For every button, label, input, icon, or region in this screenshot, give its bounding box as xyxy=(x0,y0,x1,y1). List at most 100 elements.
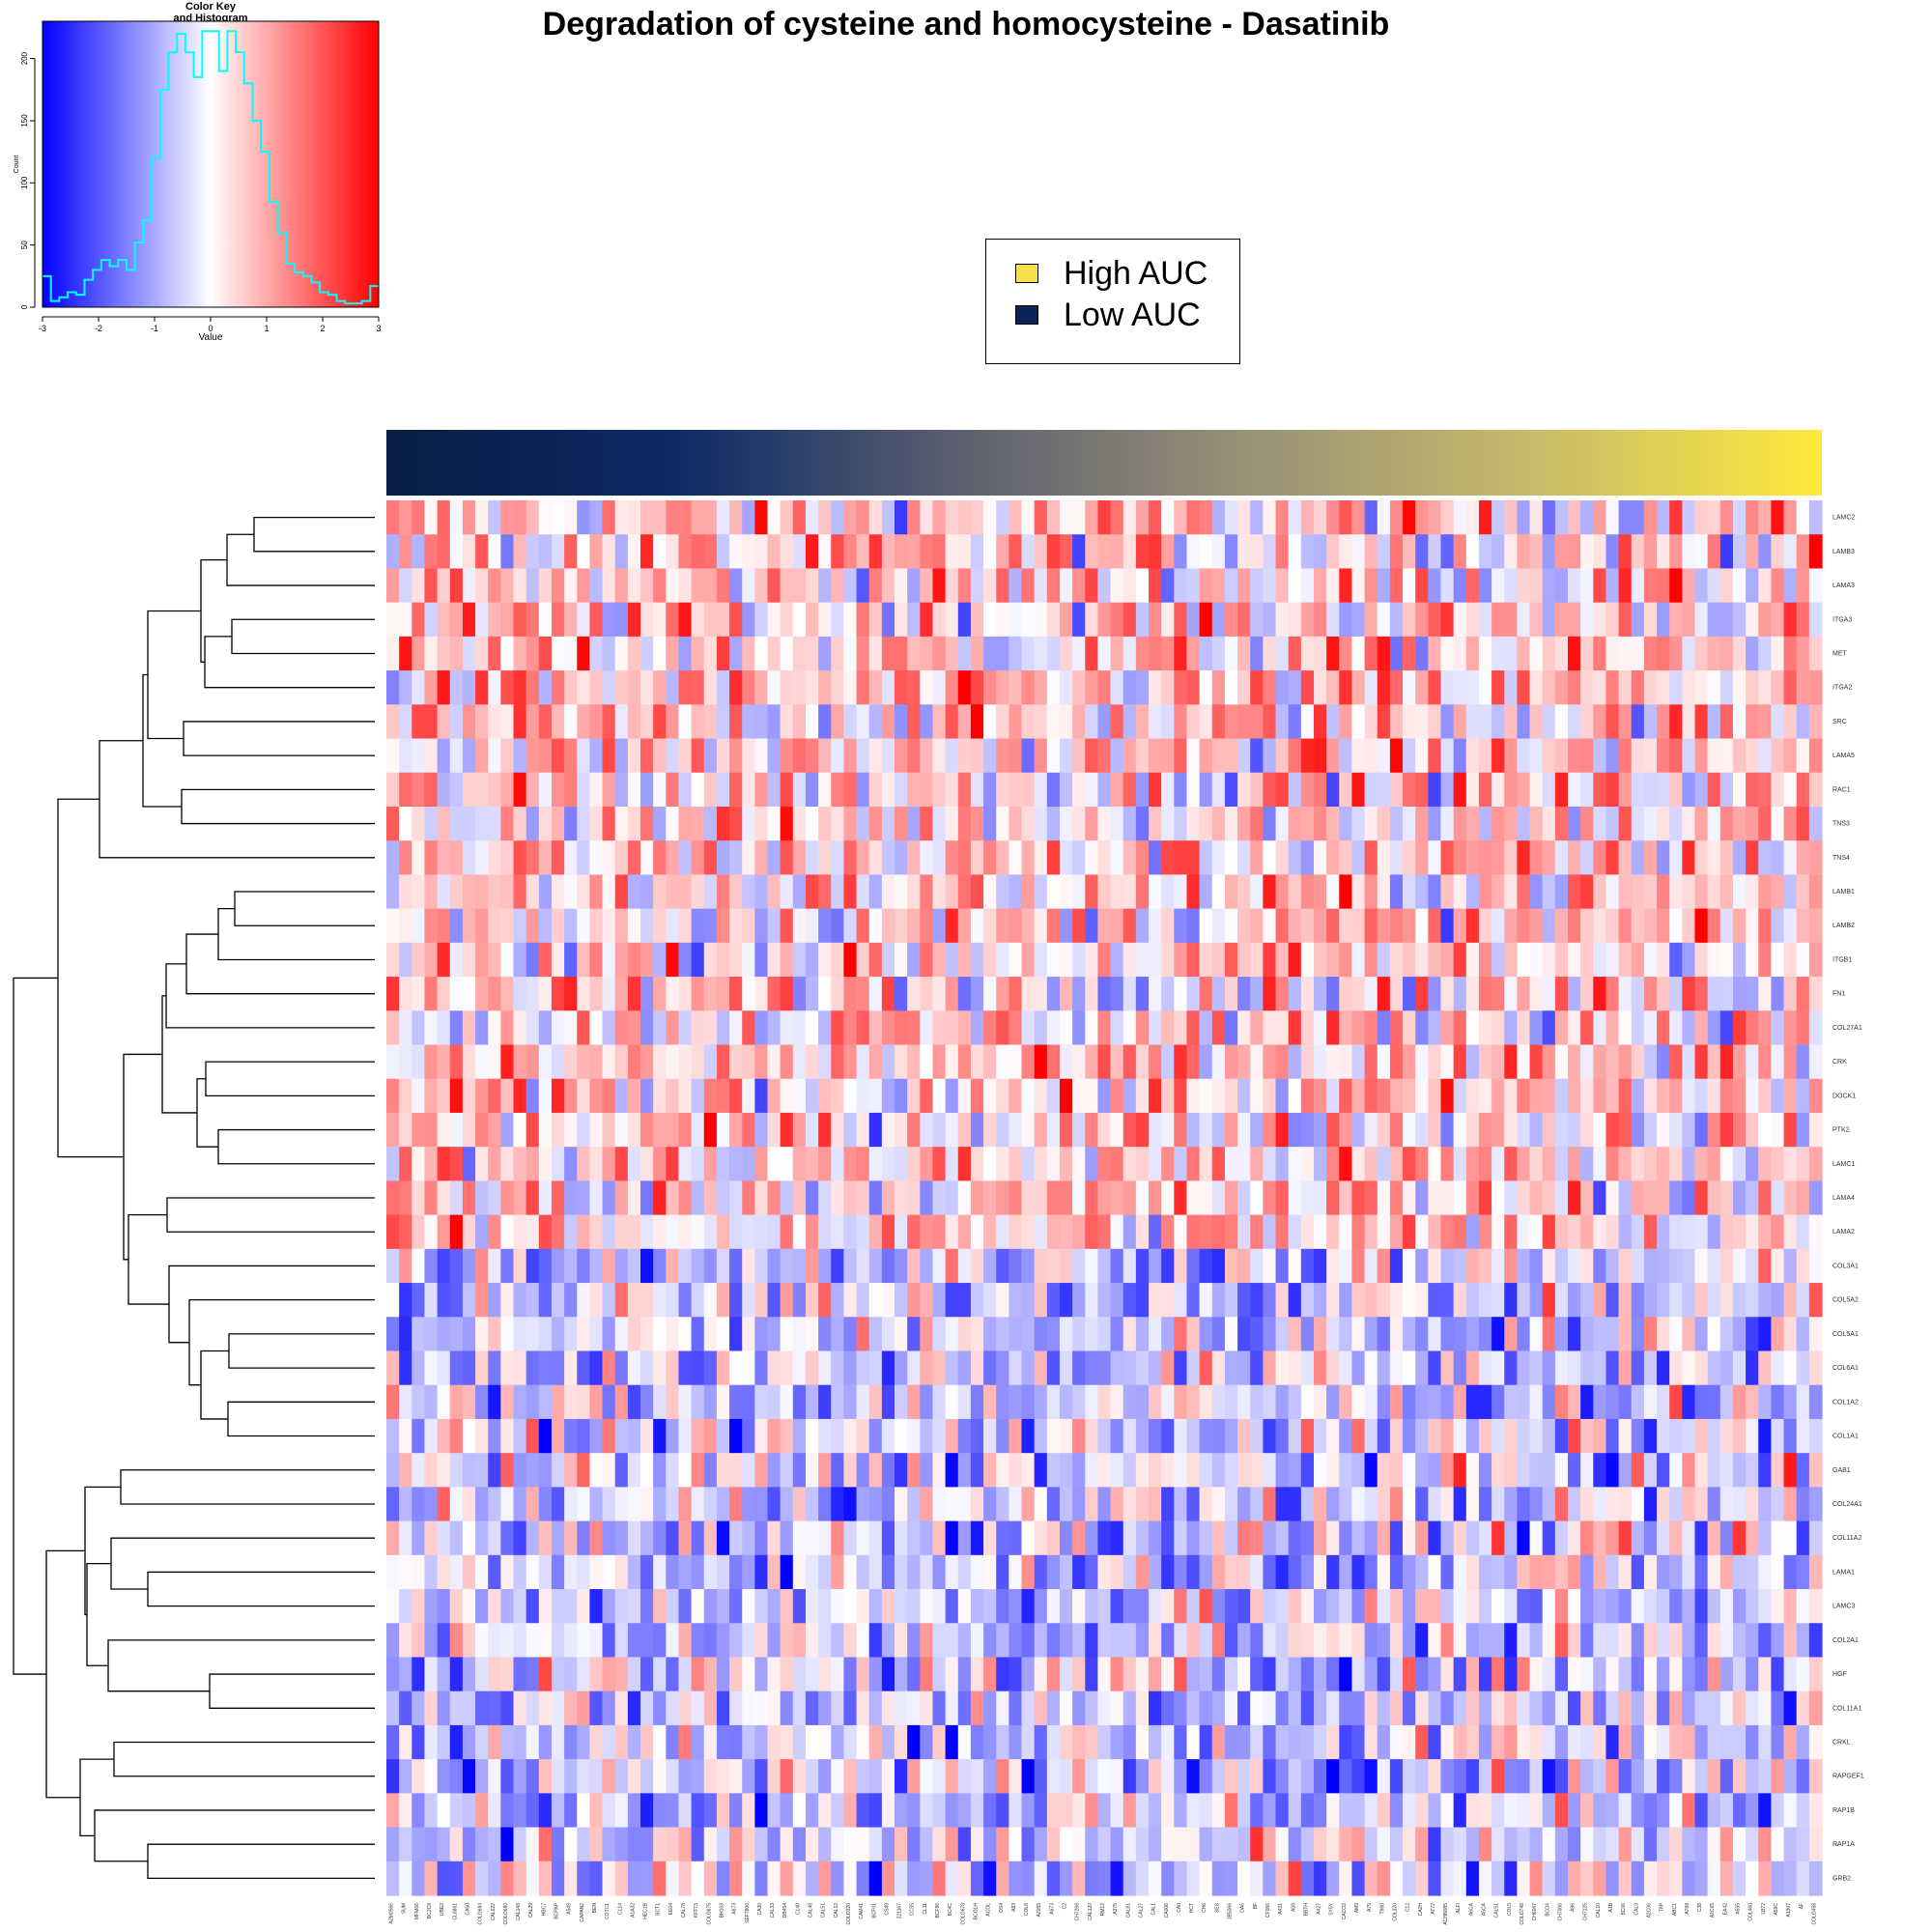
heatmap-cell xyxy=(1529,738,1544,774)
heatmap-cell xyxy=(1389,1010,1404,1046)
key-ylabel: Count xyxy=(14,156,20,174)
auc-annotation-bar xyxy=(386,430,1822,496)
heatmap-cell xyxy=(1186,806,1201,841)
heatmap-cell xyxy=(970,874,984,910)
heatmap-cell xyxy=(780,704,794,740)
heatmap-cell xyxy=(843,568,858,604)
heatmap-cell xyxy=(627,874,641,910)
heatmap-cell xyxy=(691,1078,705,1114)
heatmap-cell xyxy=(1694,806,1709,841)
heatmap-cell xyxy=(957,738,972,774)
heatmap-cell xyxy=(1339,1418,1353,1454)
heatmap-cell xyxy=(1504,1589,1518,1624)
heatmap-cell xyxy=(437,1690,451,1726)
heatmap-cell xyxy=(577,1453,591,1488)
heatmap-cell xyxy=(1542,670,1556,705)
heatmap-cell xyxy=(1250,1283,1264,1318)
heatmap-cell xyxy=(1492,806,1505,841)
heatmap-cell xyxy=(1808,1317,1823,1352)
heatmap-cell xyxy=(462,1044,476,1080)
heatmap-cell xyxy=(895,1147,908,1181)
heatmap-cell xyxy=(1300,1317,1315,1352)
heatmap-cell xyxy=(1326,1690,1340,1726)
heatmap-cell xyxy=(1657,1453,1670,1488)
heatmap-cell xyxy=(1161,1147,1175,1181)
heatmap-cell xyxy=(614,1180,629,1216)
row-label: LAMA5 xyxy=(1833,753,1855,759)
heatmap-cell xyxy=(945,1453,959,1488)
heatmap-cell xyxy=(412,806,426,841)
heatmap-cell xyxy=(831,738,845,774)
heatmap-cell xyxy=(1504,1657,1518,1692)
heatmap-cell xyxy=(1554,1589,1569,1624)
heatmap-cell xyxy=(399,1759,412,1794)
heatmap-cell xyxy=(1072,840,1086,876)
heatmap-cell xyxy=(538,1793,553,1829)
column-label: BCO4 xyxy=(1545,1903,1550,1917)
heatmap-cell xyxy=(1263,1418,1277,1454)
heatmap-cell xyxy=(1593,704,1607,740)
heatmap-cell xyxy=(1263,874,1277,910)
heatmap-cell xyxy=(1122,1657,1137,1692)
heatmap-cell xyxy=(1605,1112,1620,1148)
heatmap-cell xyxy=(1542,1690,1556,1726)
heatmap-cell xyxy=(666,806,680,841)
heatmap-cell xyxy=(1313,1861,1327,1896)
heatmap-cell xyxy=(488,874,501,910)
heatmap-cell xyxy=(1694,1078,1709,1114)
column-label: CA006 xyxy=(1164,1903,1170,1918)
color-key-histogram: Color Key and Histogram -3 -2 -1 0 1 2 3050100… xyxy=(14,1,382,343)
heatmap-cell xyxy=(1643,704,1658,740)
heatmap-cell xyxy=(1122,908,1137,944)
heatmap-cell xyxy=(856,1283,870,1318)
heatmap-cell xyxy=(1783,1180,1798,1216)
heatmap-cell xyxy=(1440,670,1455,705)
heatmap-cell xyxy=(895,840,908,876)
heatmap-cell xyxy=(1046,1248,1061,1284)
heatmap-cell xyxy=(1478,1283,1492,1318)
heatmap-cell xyxy=(843,1520,858,1556)
heatmap-cell xyxy=(1211,1350,1226,1386)
heatmap-cell xyxy=(805,1044,819,1080)
heatmap-cell xyxy=(729,1010,743,1046)
heatmap-cell xyxy=(1542,1214,1556,1250)
heatmap-cell xyxy=(1351,1487,1366,1522)
heatmap-cell xyxy=(1783,670,1798,705)
heatmap-cell xyxy=(1580,942,1594,978)
heatmap-cell xyxy=(1389,977,1404,1011)
heatmap-cell xyxy=(1465,1010,1480,1046)
heatmap-cell xyxy=(1796,1248,1810,1284)
heatmap-cell xyxy=(703,1214,718,1250)
heatmap-cell xyxy=(970,1487,984,1522)
heatmap-cell xyxy=(1631,1044,1645,1080)
heatmap-cell xyxy=(627,1044,641,1080)
heatmap-cell xyxy=(437,1044,451,1080)
heatmap-cell xyxy=(818,1827,832,1862)
heatmap-cell xyxy=(856,1112,870,1148)
heatmap-cell xyxy=(488,1317,501,1352)
heatmap-cell xyxy=(1707,806,1721,841)
heatmap-cell xyxy=(729,1283,743,1318)
heatmap-cell xyxy=(577,568,591,604)
heatmap-cell xyxy=(1542,1724,1556,1760)
heatmap-cell xyxy=(602,1350,616,1386)
heatmap-cell xyxy=(1122,772,1137,808)
heatmap-cell xyxy=(1567,1554,1581,1590)
heatmap-cell xyxy=(1631,1078,1645,1114)
heatmap-cell xyxy=(475,1690,489,1726)
heatmap-cell xyxy=(538,1147,553,1181)
heatmap-cell xyxy=(1211,500,1226,535)
heatmap-cell xyxy=(1746,1724,1759,1760)
heatmap-cell xyxy=(538,840,553,876)
heatmap-cell xyxy=(1021,874,1036,910)
heatmap-cell xyxy=(1122,1827,1137,1862)
heatmap-cell xyxy=(1657,1384,1670,1420)
heatmap-cell xyxy=(1009,1317,1023,1352)
heatmap-cell xyxy=(1186,1724,1201,1760)
heatmap-cell xyxy=(1377,568,1391,604)
heatmap-cell xyxy=(437,636,451,671)
heatmap-cell xyxy=(1783,1112,1798,1148)
heatmap-cell xyxy=(1403,1520,1416,1556)
heatmap-cell xyxy=(1034,1214,1048,1250)
heatmap-cell xyxy=(538,942,553,978)
